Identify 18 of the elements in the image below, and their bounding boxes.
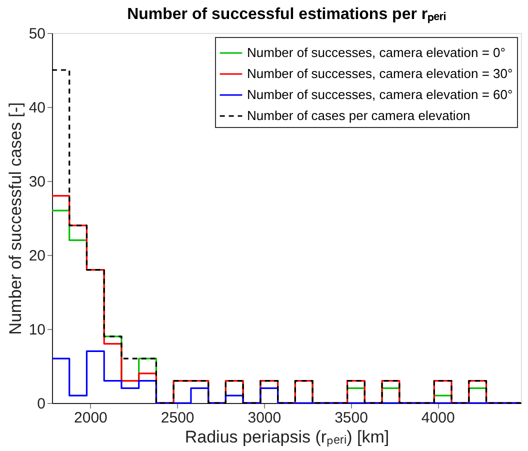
y-axis-title: Number of successful cases [-] [6, 102, 25, 335]
legend-label: Number of cases per camera elevation [247, 108, 470, 123]
x-tick-label: 2000 [74, 410, 108, 426]
x-tick-label: 2500 [160, 410, 194, 426]
legend-label: Number of successes, camera elevation = 0° [247, 45, 506, 60]
chart-title: Number of successful estimations per rₚₑᵣᵢ [127, 6, 446, 24]
y-tick-label: 30 [28, 174, 46, 190]
x-axis-title: Radius periapsis (rₚₑᵣᵢ) [km] [184, 428, 390, 448]
legend-label: Number of successes, camera elevation = 60° [247, 87, 513, 102]
y-tick-label: 10 [28, 322, 46, 338]
y-tick-label: 40 [28, 100, 46, 116]
y-tick-label: 50 [28, 26, 46, 42]
x-tick-label: 3500 [334, 410, 368, 426]
legend-label: Number of successes, camera elevation = 30° [247, 66, 513, 81]
y-tick-label: 0 [37, 396, 46, 412]
x-tick-label: 4000 [421, 410, 455, 426]
x-tick-label: 3000 [248, 410, 282, 426]
y-tick-label: 20 [28, 248, 46, 264]
